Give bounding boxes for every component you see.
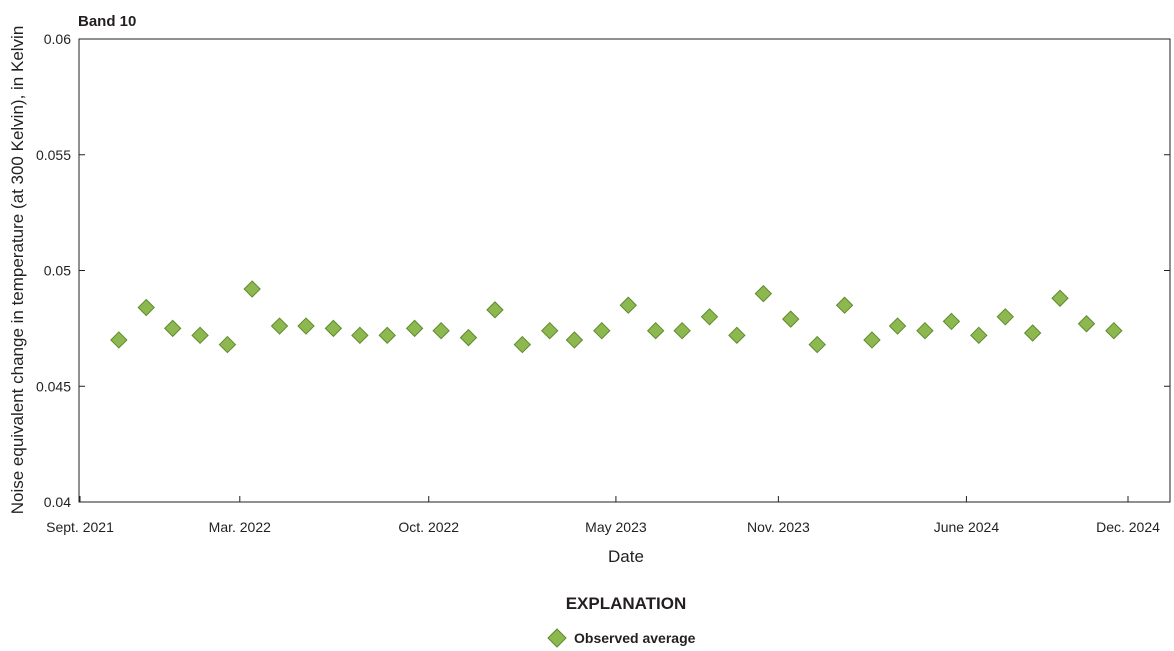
y-tick-label: 0.06 <box>44 31 71 47</box>
y-tick-label: 0.04 <box>44 494 71 510</box>
data-point <box>513 335 532 354</box>
data-point <box>297 317 315 335</box>
data-point <box>808 335 826 354</box>
x-tick-label: Nov. 2023 <box>747 519 810 535</box>
data-point <box>1105 321 1123 340</box>
x-tick-label: Oct. 2022 <box>398 519 459 535</box>
data-point <box>405 319 424 338</box>
data-point <box>835 296 854 314</box>
data-point <box>888 317 907 335</box>
legend: EXPLANATION Observed average <box>547 594 696 648</box>
y-tick-label: 0.05 <box>44 263 71 279</box>
y-tick-label: 0.055 <box>36 147 71 163</box>
data-point <box>619 296 637 314</box>
data-points <box>110 280 1123 354</box>
plot-frame <box>78 38 1171 503</box>
legend-title: EXPLANATION <box>566 594 687 613</box>
data-point <box>565 331 584 349</box>
chart-title: Band 10 <box>78 13 136 30</box>
data-point <box>1023 324 1042 342</box>
y-axis-title: Noise equivalent change in temperature (… <box>8 26 27 515</box>
data-point <box>191 326 209 345</box>
data-point <box>700 308 719 326</box>
data-point <box>137 298 155 317</box>
data-point <box>942 312 961 331</box>
data-point <box>378 326 396 345</box>
x-axis: Sept. 2021 Mar. 2022 Oct. 2022 May 2023 Nov.… <box>46 496 1160 535</box>
data-point <box>270 317 289 335</box>
x-tick-label: Mar. 2022 <box>209 519 271 535</box>
data-point <box>486 301 504 319</box>
x-axis-title: Date <box>608 547 644 566</box>
data-point <box>970 326 988 345</box>
data-point <box>916 321 934 340</box>
data-point <box>540 321 559 340</box>
data-point <box>646 321 665 340</box>
x-tick-label: Sept. 2021 <box>46 519 114 535</box>
x-tick-label: May 2023 <box>585 519 647 535</box>
data-point <box>863 331 881 349</box>
x-tick-label: June 2024 <box>934 519 1000 535</box>
data-point <box>728 326 746 345</box>
data-point <box>996 308 1014 326</box>
data-point <box>110 331 128 349</box>
y-tick-label: 0.045 <box>36 378 71 394</box>
data-point <box>218 335 237 354</box>
data-point <box>432 321 450 340</box>
data-point <box>243 280 261 298</box>
legend-label: Observed average <box>574 630 696 646</box>
data-point <box>1051 289 1069 307</box>
x-tick-label: Dec. 2024 <box>1096 519 1160 535</box>
data-point <box>782 310 800 328</box>
data-point <box>351 326 369 345</box>
data-point <box>673 321 691 340</box>
data-point <box>754 284 773 303</box>
data-point <box>324 319 343 338</box>
data-point <box>459 328 478 347</box>
data-point <box>1077 315 1096 333</box>
legend-marker-diamond-icon <box>547 628 567 648</box>
y-axis: 0.04 0.045 0.05 0.055 0.06 <box>36 31 1170 510</box>
data-point <box>163 319 182 338</box>
data-point <box>593 321 611 340</box>
